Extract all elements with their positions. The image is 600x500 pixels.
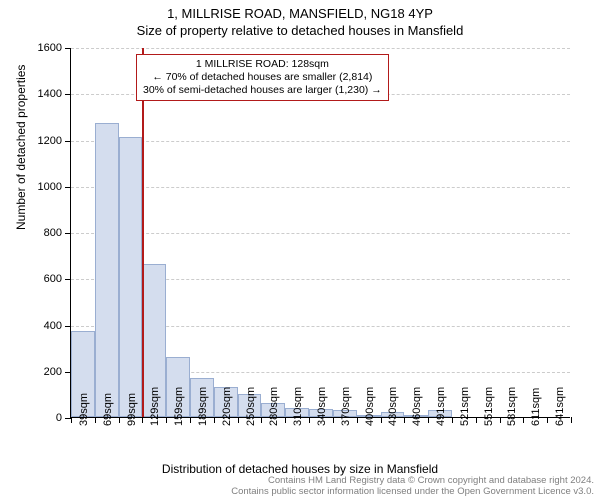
- x-tick-label: 220sqm: [221, 387, 233, 426]
- y-tick: [65, 279, 71, 280]
- x-tick: [214, 417, 215, 423]
- grid-line: [71, 141, 570, 142]
- x-tick: [523, 417, 524, 423]
- title-sub: Size of property relative to detached ho…: [0, 21, 600, 38]
- annotation-line: [142, 48, 144, 417]
- x-tick: [285, 417, 286, 423]
- grid-line: [71, 187, 570, 188]
- annotation-line2: ← 70% of detached houses are smaller (2,…: [143, 71, 382, 84]
- y-tick-label: 400: [44, 320, 62, 332]
- annotation-line3: 30% of semi-detached houses are larger (…: [143, 84, 382, 97]
- x-tick-label: 189sqm: [197, 387, 209, 426]
- x-tick-label: 280sqm: [268, 387, 280, 426]
- x-tick-label: 611sqm: [530, 388, 542, 426]
- x-tick: [71, 417, 72, 423]
- bar: [119, 137, 143, 417]
- footer-line2: Contains public sector information licen…: [231, 487, 594, 498]
- x-tick-label: 310sqm: [292, 387, 304, 426]
- y-tick: [65, 233, 71, 234]
- title-main: 1, MILLRISE ROAD, MANSFIELD, NG18 4YP: [0, 0, 600, 21]
- x-tick-label: 69sqm: [102, 393, 114, 426]
- x-tick-label: 129sqm: [149, 387, 161, 426]
- x-tick: [142, 417, 143, 423]
- x-tick: [166, 417, 167, 423]
- x-tick-label: 551sqm: [483, 387, 495, 426]
- x-tick-label: 250sqm: [245, 387, 257, 426]
- y-tick: [65, 187, 71, 188]
- x-tick: [333, 417, 334, 423]
- y-tick: [65, 326, 71, 327]
- x-tick: [452, 417, 453, 423]
- x-tick-label: 99sqm: [126, 393, 138, 426]
- grid-line: [71, 233, 570, 234]
- x-tick: [428, 417, 429, 423]
- y-axis-label: Number of detached properties: [14, 65, 28, 230]
- x-tick-label: 581sqm: [506, 387, 518, 426]
- x-tick: [381, 417, 382, 423]
- y-tick-label: 1400: [38, 88, 62, 100]
- x-tick-label: 460sqm: [411, 387, 423, 426]
- x-tick-label: 491sqm: [435, 387, 447, 426]
- x-axis-label: Distribution of detached houses by size …: [0, 462, 600, 476]
- x-tick: [476, 417, 477, 423]
- x-tick-label: 159sqm: [173, 387, 185, 426]
- annotation-line1: 1 MILLRISE ROAD: 128sqm: [143, 58, 382, 71]
- x-tick-label: 400sqm: [364, 387, 376, 426]
- bar: [95, 123, 119, 417]
- y-tick: [65, 48, 71, 49]
- x-tick-label: 521sqm: [459, 387, 471, 426]
- x-tick: [404, 417, 405, 423]
- y-tick-label: 200: [44, 366, 62, 378]
- x-tick-label: 340sqm: [316, 387, 328, 426]
- x-tick: [547, 417, 548, 423]
- x-tick-label: 641sqm: [554, 387, 566, 426]
- x-tick-label: 370sqm: [340, 387, 352, 426]
- x-tick-label: 430sqm: [387, 387, 399, 426]
- x-tick: [95, 417, 96, 423]
- x-tick: [500, 417, 501, 423]
- chart-area: 1 MILLRISE ROAD: 128sqm← 70% of detached…: [70, 48, 570, 418]
- x-tick-label: 39sqm: [78, 393, 90, 426]
- x-tick: [357, 417, 358, 423]
- y-tick-label: 800: [44, 227, 62, 239]
- x-tick: [238, 417, 239, 423]
- y-tick-label: 600: [44, 273, 62, 285]
- x-tick: [261, 417, 262, 423]
- y-tick: [65, 94, 71, 95]
- x-tick: [309, 417, 310, 423]
- annotation-box: 1 MILLRISE ROAD: 128sqm← 70% of detached…: [136, 54, 389, 101]
- y-tick-label: 0: [56, 412, 62, 424]
- x-tick: [119, 417, 120, 423]
- x-tick: [190, 417, 191, 423]
- y-tick-label: 1000: [38, 181, 62, 193]
- grid-line: [71, 48, 570, 49]
- y-tick-label: 1200: [38, 135, 62, 147]
- y-tick-label: 1600: [38, 42, 62, 54]
- y-tick: [65, 141, 71, 142]
- x-tick: [571, 417, 572, 423]
- footer-attribution: Contains HM Land Registry data © Crown c…: [231, 476, 594, 498]
